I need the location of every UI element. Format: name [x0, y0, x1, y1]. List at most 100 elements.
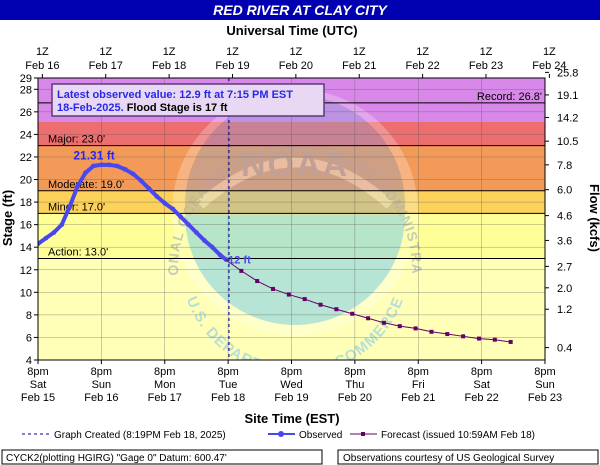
flow-tick-label-9: 14.2 [557, 112, 578, 124]
x-tick-date-4: Feb 19 [274, 392, 308, 404]
x-tick-time-5: 8pm [344, 366, 365, 378]
top-tick-z-0: 1Z [36, 46, 49, 58]
forecast-point-5 [302, 297, 307, 302]
y-tick-label-28: 28 [20, 84, 32, 96]
watermark-gull [196, 157, 394, 209]
y-tick-label-4: 4 [26, 355, 32, 367]
x-tick-time-2: 8pm [154, 366, 175, 378]
top-tick-date-3: Feb 19 [215, 60, 249, 72]
top-tick-z-6: 1Z [416, 46, 429, 58]
footer-credit: Observations courtesy of US Geological S… [343, 453, 554, 464]
top-tick-z-7: 1Z [480, 46, 493, 58]
top-tick-date-5: Feb 21 [342, 60, 376, 72]
forecast-point-6 [318, 302, 323, 307]
x-tick-day-3: Tue [219, 379, 238, 391]
forecast-point-2 [255, 279, 260, 284]
forecast-point-13 [429, 329, 434, 334]
observed-point-16 [162, 200, 168, 206]
top-tick-z-8: 1Z [543, 46, 556, 58]
x-tick-time-6: 8pm [408, 366, 429, 378]
observed-point-0 [38, 241, 41, 247]
x-tick-time-0: 8pm [27, 366, 48, 378]
x-tick-time-3: 8pm [217, 366, 238, 378]
x-tick-day-8: Sun [535, 379, 555, 391]
observed-point-22 [209, 244, 215, 250]
legend-forecast-marker [361, 432, 365, 436]
y-tick-label-20: 20 [20, 175, 32, 187]
info-line1: Latest observed value: 12.9 ft at 7:15 P… [57, 89, 293, 101]
y2-axis-title: Flow (kcfs) [587, 184, 600, 252]
flow-tick-label-5: 4.6 [557, 211, 572, 223]
flow-tick-label-1: 1.2 [557, 304, 572, 316]
flow-tick-label-7: 7.8 [557, 160, 572, 172]
peak-label: 21.31 ft [73, 149, 114, 163]
x-tick-date-8: Feb 23 [528, 392, 562, 404]
y-tick-label-8: 8 [26, 310, 32, 322]
info-line2-date: 18-Feb-2025. [57, 102, 124, 114]
footer-datum: CYCK2(plotting HGIRG) "Gage 0" Datum: 60… [6, 453, 227, 464]
x-tick-time-4: 8pm [281, 366, 302, 378]
forecast-point-12 [413, 326, 418, 331]
observed-point-3 [59, 222, 65, 228]
observed-point-4 [67, 204, 73, 209]
x-tick-day-7: Sat [473, 379, 490, 391]
forecast-point-4 [286, 292, 291, 297]
forecast-point-10 [381, 320, 386, 325]
top-tick-date-1: Feb 17 [89, 60, 123, 72]
legend-observed-label: Observed [299, 430, 342, 441]
top-axis-title: Universal Time (UTC) [226, 23, 357, 38]
observed-point-2 [51, 230, 57, 235]
top-tick-z-1: 1Z [99, 46, 112, 58]
y-tick-label-26: 26 [20, 107, 32, 119]
top-tick-z-4: 1Z [289, 46, 302, 58]
footer-left-box [1, 449, 323, 465]
y-tick-label-16: 16 [20, 220, 32, 232]
observed-point-21 [201, 238, 207, 243]
action-label: Action: 13.0' [48, 246, 108, 258]
watermark-noaa-text: NOAA [241, 146, 349, 184]
observed-point-13 [138, 178, 144, 184]
observed-point-18 [178, 214, 183, 220]
observed-point-23 [217, 252, 223, 258]
forecast-point-16 [476, 336, 481, 341]
info-box [51, 83, 325, 117]
forecast-point-8 [350, 311, 355, 316]
forecast-point-17 [492, 337, 497, 342]
observed-point-11 [122, 166, 128, 172]
observed-point-14 [146, 186, 152, 191]
moderate-label: Moderate: 19.0' [48, 179, 124, 191]
y-tick-label-29: 29 [20, 73, 32, 85]
x-tick-date-2: Feb 17 [148, 392, 182, 404]
forecast-point-14 [445, 332, 450, 337]
top-tick-z-2: 1Z [163, 46, 176, 58]
observed-point-12 [130, 171, 136, 177]
forecast-point-15 [461, 334, 466, 339]
y-axis-title: Stage (ft) [0, 190, 15, 246]
top-tick-date-8: Feb 24 [532, 60, 566, 72]
top-tick-date-7: Feb 23 [469, 60, 503, 72]
observed-point-19 [186, 222, 191, 228]
top-tick-date-6: Feb 22 [405, 60, 439, 72]
x-tick-date-5: Feb 20 [338, 392, 372, 404]
flow-tick-label-11: 25.8 [557, 67, 578, 79]
x-tick-date-0: Feb 15 [21, 392, 55, 404]
minor-label: Minor: 17.0' [48, 201, 105, 213]
info-line2-rest: Flood Stage is 17 ft [124, 102, 228, 114]
x-tick-time-8: 8pm [534, 366, 555, 378]
y-tick-label-10: 10 [20, 287, 32, 299]
observed-point-20 [194, 230, 199, 235]
y-tick-label-6: 6 [26, 332, 32, 344]
x-tick-time-7: 8pm [471, 366, 492, 378]
flow-tick-label-3: 2.7 [557, 261, 572, 273]
x-tick-date-7: Feb 22 [465, 392, 499, 404]
series-layer [38, 162, 513, 344]
legend-forecast-label: Forecast (issued 10:59AM Feb 18) [381, 430, 535, 441]
watermark-upper [185, 95, 405, 215]
x-tick-day-2: Mon [154, 379, 175, 391]
top-tick-date-0: Feb 16 [25, 60, 59, 72]
title-banner [0, 0, 600, 20]
annotations: 21.31 ft 12 ft Latest observed value: 12.9… [51, 83, 325, 267]
legend: Graph Created (8:19PM Feb 18, 2025) Obse… [22, 430, 535, 441]
